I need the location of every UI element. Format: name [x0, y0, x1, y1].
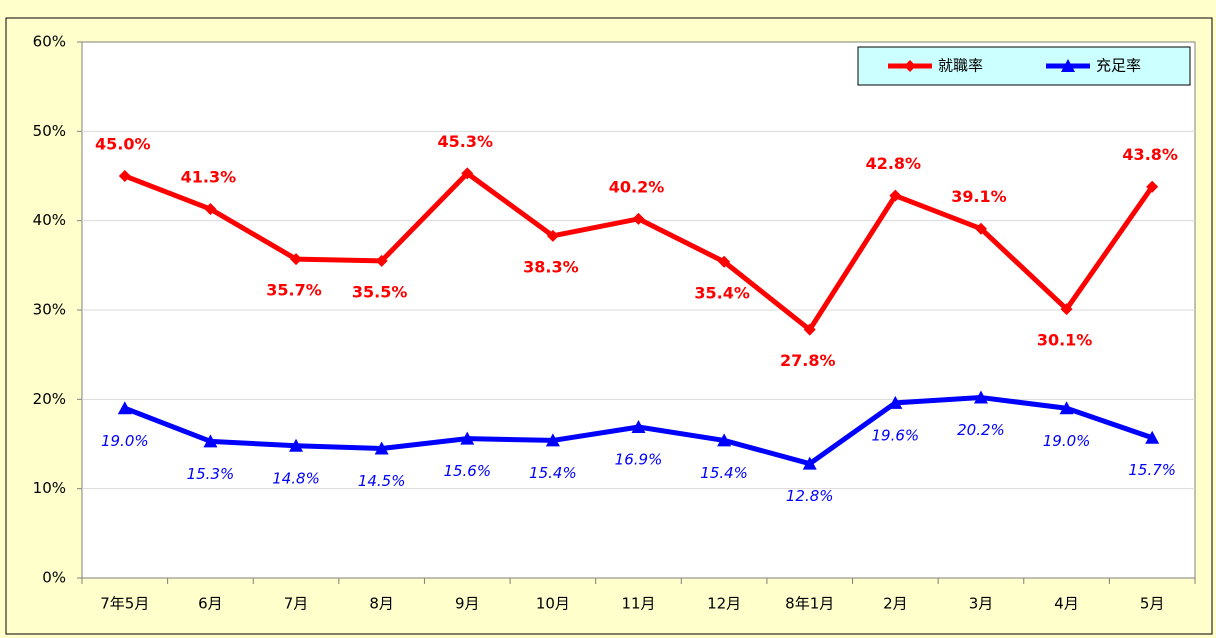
data-label: 35.5%	[352, 282, 408, 301]
marker	[289, 438, 304, 452]
data-label: 39.1%	[951, 187, 1007, 206]
x-tick-label: 9月	[455, 595, 480, 613]
data-label: 15.4%	[700, 464, 748, 482]
data-label: 14.5%	[358, 472, 406, 490]
marker	[802, 456, 817, 470]
x-tick-label: 7年5月	[100, 595, 149, 613]
data-label: 19.0%	[1043, 432, 1091, 450]
data-label: 38.3%	[523, 257, 579, 276]
marker	[973, 390, 988, 404]
x-tick-label: 8月	[369, 595, 394, 613]
data-label: 45.0%	[95, 135, 151, 154]
data-label: 20.2%	[957, 421, 1005, 439]
data-label: 43.8%	[1122, 145, 1178, 164]
marker	[1145, 430, 1160, 444]
data-label: 15.6%	[443, 462, 491, 480]
marker	[717, 433, 732, 447]
marker	[632, 212, 645, 225]
y-tick-label: 10%	[33, 479, 66, 497]
marker	[889, 189, 902, 202]
y-tick-label: 60%	[33, 33, 66, 51]
marker	[718, 255, 731, 268]
x-tick-label: 10月	[536, 595, 570, 613]
marker	[631, 420, 646, 434]
marker	[974, 222, 987, 235]
marker	[1060, 303, 1073, 316]
data-label: 14.8%	[272, 469, 320, 487]
x-tick-label: 3月	[969, 595, 994, 613]
data-label: 42.8%	[866, 154, 922, 173]
data-label: 15.4%	[529, 464, 577, 482]
x-tick-label: 11月	[621, 595, 655, 613]
x-tick-label: 5月	[1140, 595, 1165, 613]
x-tick-label: 4月	[1054, 595, 1079, 613]
marker	[374, 441, 389, 455]
marker	[460, 431, 475, 445]
marker	[461, 167, 474, 180]
marker	[545, 433, 560, 447]
x-tick-label: 6月	[198, 595, 223, 613]
marker	[1061, 59, 1075, 72]
data-label: 19.0%	[101, 432, 149, 450]
y-tick-label: 30%	[33, 301, 66, 319]
data-label: 12.8%	[786, 487, 834, 505]
data-label: 30.1%	[1037, 331, 1093, 350]
x-tick-label: 8年1月	[785, 595, 834, 613]
data-label: 15.7%	[1128, 461, 1176, 479]
y-tick-label: 0%	[42, 569, 66, 587]
data-label: 41.3%	[181, 168, 237, 187]
legend-label: 充足率	[1096, 57, 1141, 75]
data-label: 16.9%	[615, 451, 663, 469]
marker	[803, 323, 816, 336]
marker	[546, 229, 559, 242]
marker	[203, 434, 218, 448]
data-label: 35.7%	[266, 281, 322, 300]
marker	[888, 395, 903, 409]
y-tick-label: 20%	[33, 390, 66, 408]
data-label: 40.2%	[609, 177, 665, 196]
marker	[904, 60, 916, 72]
data-label: 15.3%	[187, 465, 235, 483]
data-label: 19.6%	[872, 426, 920, 444]
marker	[375, 254, 388, 267]
x-tick-label: 12月	[707, 595, 741, 613]
data-label: 45.3%	[438, 132, 494, 151]
y-tick-label: 50%	[33, 122, 66, 140]
marker	[1146, 180, 1159, 193]
marker	[290, 253, 303, 266]
x-tick-label: 2月	[883, 595, 908, 613]
marker	[1059, 401, 1074, 415]
legend-label: 就職率	[938, 57, 983, 75]
marker	[117, 401, 132, 415]
data-label: 27.8%	[780, 351, 836, 370]
marker	[204, 203, 217, 216]
marker	[118, 170, 131, 182]
y-tick-label: 40%	[33, 211, 66, 229]
x-tick-label: 7月	[284, 595, 309, 613]
data-label: 35.4%	[694, 283, 750, 302]
